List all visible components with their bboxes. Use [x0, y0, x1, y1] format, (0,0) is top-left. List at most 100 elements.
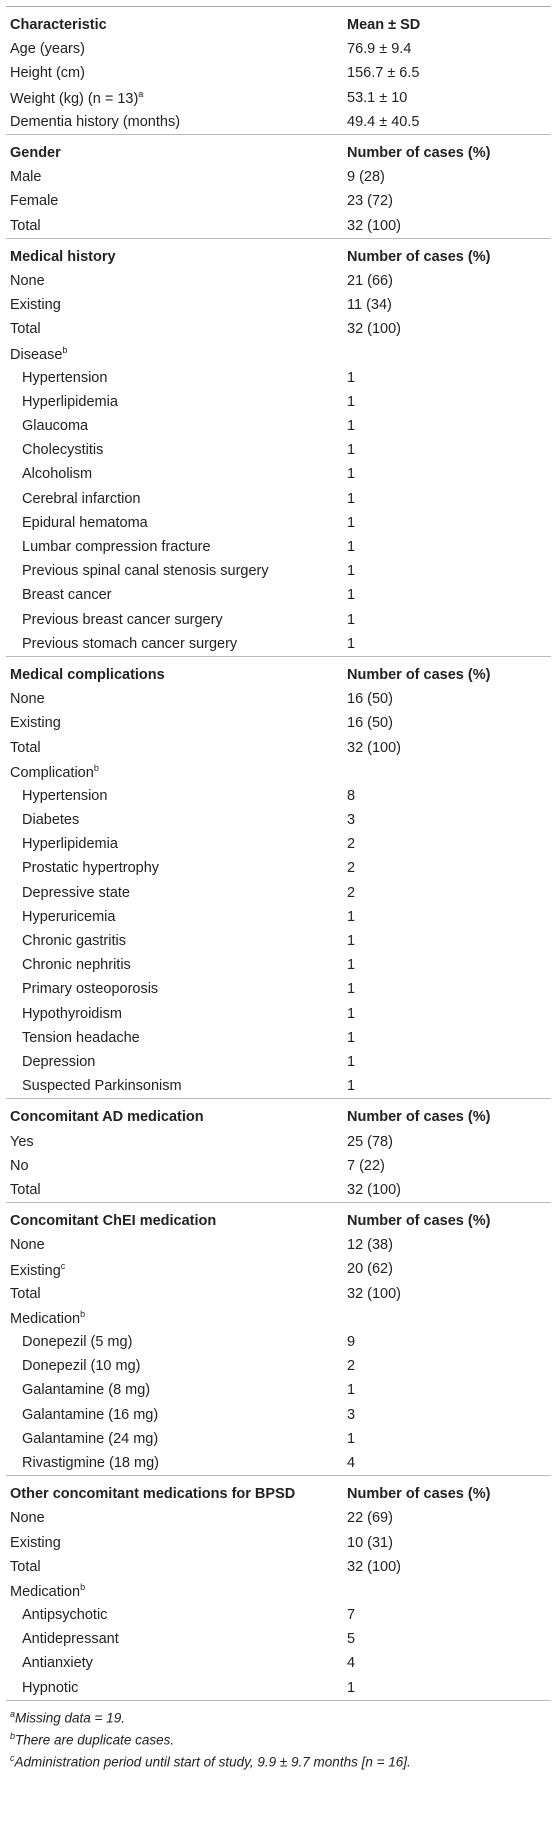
row: Male 9 (28) [6, 165, 551, 189]
sub-value: 4 [347, 1454, 356, 1471]
label: None [10, 1510, 45, 1527]
sub-row: Antianxiety 4 [6, 1651, 551, 1675]
sub-row: Cholecystitis 1 [6, 438, 551, 462]
sub-label: Cholecystitis [22, 442, 104, 459]
header-cell: Number of cases (%) [343, 237, 551, 269]
sub-value: 1 [347, 908, 356, 925]
sub-value: 1 [347, 1078, 356, 1095]
value-cell: 12 (38) [343, 1233, 551, 1257]
sub-value: 2 [347, 1358, 356, 1375]
sub-value: 1 [347, 514, 356, 531]
value: 76.9 ± 9.4 [347, 41, 412, 58]
footnote-text: Administration period until start of stu… [14, 1754, 411, 1770]
section-header: Medical history Number of cases (%) [6, 237, 551, 269]
label-cell: Weight (kg) (n = 13)a [6, 86, 343, 110]
label: None [10, 272, 45, 289]
sub-row: Lumbar compression fracture 1 [6, 535, 551, 559]
sub-row: Cerebral infarction 1 [6, 487, 551, 511]
label: Existing [10, 297, 61, 314]
sub-label: Galantamine (24 mg) [22, 1430, 159, 1447]
sub-value: 2 [347, 836, 356, 853]
row: Total 32 (100) [6, 214, 551, 239]
table-body: Characteristic Mean ± SD Age (years) 76.9 ±… [6, 7, 551, 1700]
row: Total 32 (100) [6, 735, 551, 759]
value-cell: 7 (22) [343, 1154, 551, 1178]
sub-value: 1 [347, 1382, 356, 1399]
footnote-mark: c [10, 1752, 15, 1763]
label-cell: None [6, 269, 343, 293]
label: Total [10, 739, 41, 756]
value: 53.1 ± 10 [347, 89, 408, 106]
sub-row: Previous breast cancer surgery 1 [6, 608, 551, 632]
sub-row: Depression 1 [6, 1050, 551, 1074]
sub-label: Hypothyroidism [22, 1005, 122, 1022]
sub-row: Galantamine (8 mg) 1 [6, 1378, 551, 1402]
sub-value: 3 [347, 1406, 356, 1423]
row: Total 32 (100) [6, 1282, 551, 1306]
sub-value: 1 [347, 1005, 356, 1022]
label-cell: Yes [6, 1129, 343, 1153]
row: None 12 (38) [6, 1233, 551, 1257]
header-cell: Medical history [6, 237, 343, 269]
label: Existing [10, 1534, 61, 1551]
section-header: Concomitant AD medication Number of cases… [6, 1098, 551, 1130]
row: Existing 10 (31) [6, 1530, 551, 1554]
label-cell: Total [6, 317, 343, 341]
footnote: bThere are duplicate cases. [10, 1731, 547, 1753]
sub-label: Hypnotic [22, 1679, 79, 1696]
header-cell: Mean ± SD [347, 17, 421, 34]
row: No 7 (22) [6, 1154, 551, 1178]
sub-value: 1 [347, 393, 356, 410]
sub-value: 1 [347, 490, 356, 507]
sub-label: Galantamine (8 mg) [22, 1382, 151, 1399]
row: Weight (kg) (n = 13)a 53.1 ± 10 [6, 86, 551, 110]
header-cell: Number of cases (%) [343, 655, 551, 688]
value-cell: 21 (66) [343, 269, 551, 293]
value: 20 (62) [347, 1261, 393, 1278]
value-cell: 32 (100) [343, 317, 551, 341]
value: 32 (100) [347, 1558, 402, 1575]
sub-row: Depressive state 2 [6, 881, 551, 905]
value-cell: 25 (78) [343, 1129, 551, 1153]
sub-row: Donepezil (5 mg) 9 [6, 1330, 551, 1354]
sub-value: 1 [347, 611, 356, 628]
label: None [10, 691, 45, 708]
row: Female 23 (72) [6, 189, 551, 213]
sub-label: Chronic nephritis [22, 957, 131, 974]
value: 12 (38) [347, 1237, 393, 1254]
value-cell [343, 1306, 551, 1330]
value-cell: 76.9 ± 9.4 [343, 37, 551, 61]
header-cell: Characteristic [10, 17, 107, 34]
sub-row: Breast cancer 1 [6, 583, 551, 607]
value-cell: 53.1 ± 10 [343, 86, 551, 110]
footnote-mark: b [80, 1581, 86, 1592]
label-cell: None [6, 687, 343, 711]
value-cell: 20 (62) [343, 1257, 551, 1281]
sub-value: 1 [347, 539, 356, 556]
value-cell: 22 (69) [343, 1506, 551, 1530]
label-cell: Total [6, 1282, 343, 1306]
value-cell: 16 (50) [343, 687, 551, 711]
sub-value: 9 [347, 1334, 356, 1351]
value-cell: 32 (100) [343, 1282, 551, 1306]
sub-value: 1 [347, 466, 356, 483]
header-cell: Number of cases (%) [343, 1202, 551, 1234]
characteristics-table: Characteristic Mean ± SD Age (years) 76.9 ±… [6, 6, 551, 1700]
footnotes: aMissing data = 19. bThere are duplicate … [6, 1699, 551, 1775]
value-cell [343, 341, 551, 365]
value: 16 (50) [347, 715, 393, 732]
sub-row: Chronic nephritis 1 [6, 953, 551, 977]
sub-label: Depression [22, 1053, 96, 1070]
section-header: Other concomitant medications for BPSD Nu… [6, 1475, 551, 1507]
footnote-mark: a [138, 88, 144, 99]
sub-row: Hyperlipidemia 1 [6, 390, 551, 414]
sub-label: Antianxiety [22, 1655, 93, 1672]
header-cell: Number of cases (%) [343, 1098, 551, 1130]
sub-value: 4 [347, 1655, 356, 1672]
footnote-mark: b [10, 1730, 16, 1741]
sub-value: 5 [347, 1631, 356, 1648]
label-cell: Existing [6, 293, 343, 317]
sub-label: Previous stomach cancer surgery [22, 635, 238, 652]
value-cell: 32 (100) [343, 214, 551, 239]
label-cell: None [6, 1233, 343, 1257]
